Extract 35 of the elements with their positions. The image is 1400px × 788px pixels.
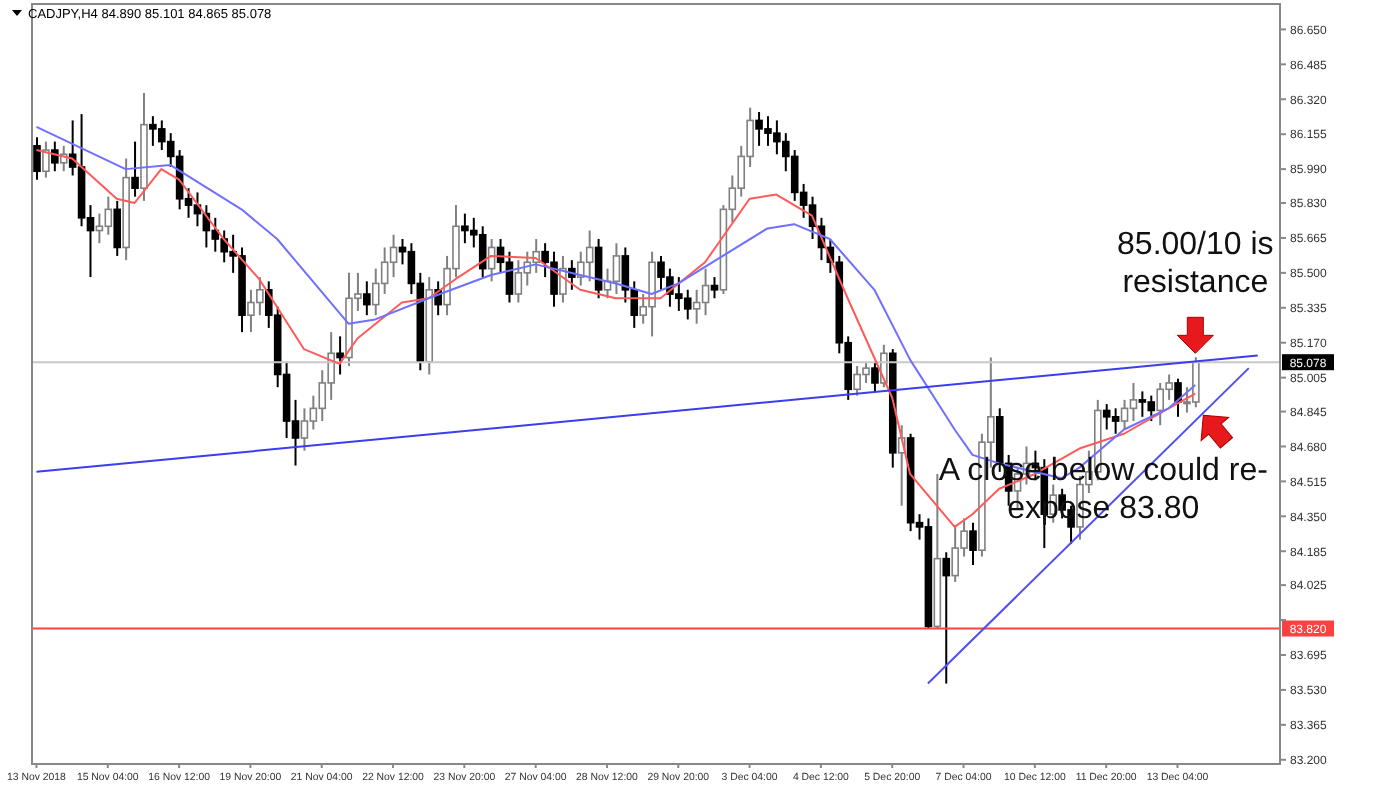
candlestick (683, 288, 692, 321)
candlestick (389, 233, 398, 279)
candlestick (942, 551, 951, 685)
candlestick (1129, 381, 1138, 423)
candlestick (42, 140, 50, 179)
candlestick (1138, 390, 1147, 418)
candlestick (710, 276, 719, 300)
candlestick (33, 136, 41, 181)
candlestick (790, 149, 799, 202)
candlestick (871, 360, 879, 393)
candlestick (131, 140, 139, 198)
candlestick (514, 259, 523, 304)
candlestick (612, 242, 621, 296)
candlestick (95, 212, 104, 245)
candlestick (1102, 403, 1111, 431)
candlestick (1174, 377, 1182, 418)
candlestick (576, 250, 585, 287)
candlestick (300, 407, 309, 452)
candlestick (701, 267, 710, 317)
candlestick (113, 199, 122, 257)
annotation: 85.00/10 is resistance (1117, 227, 1274, 300)
candlestick (104, 195, 113, 236)
candlestick (969, 521, 977, 566)
candlestick (523, 250, 532, 287)
candlestick (478, 225, 487, 279)
candlestick (211, 216, 220, 253)
candlestick (371, 267, 380, 317)
candlestick (1147, 394, 1156, 423)
candlestick (585, 229, 594, 283)
candlestick (336, 335, 344, 376)
candlestick (1111, 407, 1120, 435)
candlestick (692, 288, 701, 325)
candlestick (363, 280, 371, 317)
candlestick (1120, 398, 1129, 431)
candlestick (51, 140, 59, 173)
